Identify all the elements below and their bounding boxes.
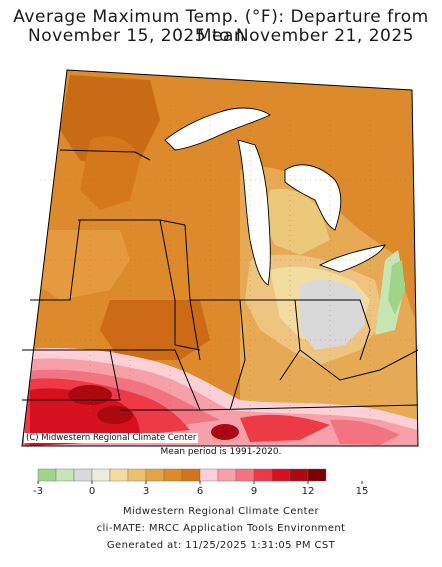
legend-swatch [163, 468, 183, 482]
legend-swatch [73, 468, 93, 482]
legend-tick-label: -3 [33, 486, 43, 497]
legend-tick-label: 15 [356, 486, 369, 497]
legend-swatch [37, 468, 57, 482]
legend-tick-label: 6 [197, 486, 203, 497]
legend-tick-label: 9 [251, 486, 257, 497]
legend-tick-label: 0 [89, 486, 95, 497]
legend-tick-label: 12 [302, 486, 315, 497]
legend-swatch [181, 468, 201, 482]
legend-swatch [199, 468, 219, 482]
map-title-line2: November 15, 2025 to November 21, 2025 [28, 26, 414, 46]
legend-swatch [127, 468, 147, 482]
great-lakes [164, 107, 386, 286]
legend-tick-label: 3 [143, 486, 149, 497]
legend-swatch [271, 468, 291, 482]
legend-swatch [217, 468, 237, 482]
footer-generated: Generated at: 11/25/2025 1:31:05 PM CST [106, 540, 336, 551]
footer-tool: cli-MATE: MRCC Application Tools Environ… [96, 523, 346, 534]
legend-swatch [289, 468, 309, 482]
credit-label: (C) Midwestern Regional Climate Center [24, 433, 199, 443]
legend-swatches [37, 468, 327, 482]
legend-swatch [109, 468, 129, 482]
legend-swatch [253, 468, 273, 482]
legend-ticks: -3 0 3 6 9 12 15 [33, 481, 368, 497]
legend-swatch [307, 468, 327, 482]
state-borders [21, 69, 419, 447]
color-legend: -3 0 3 6 9 12 15 [33, 468, 368, 497]
mean-period-note: Mean period is 1991-2020. [160, 447, 282, 457]
footer-org: Midwestern Regional Climate Center [122, 506, 320, 517]
legend-swatch [55, 468, 75, 482]
legend-swatch [235, 468, 255, 482]
legend-swatch [91, 468, 111, 482]
legend-swatch [145, 468, 165, 482]
grid-dots [40, 100, 415, 420]
map-title-line1: Average Maximum Temp. (°F): Departure fr… [13, 7, 429, 46]
